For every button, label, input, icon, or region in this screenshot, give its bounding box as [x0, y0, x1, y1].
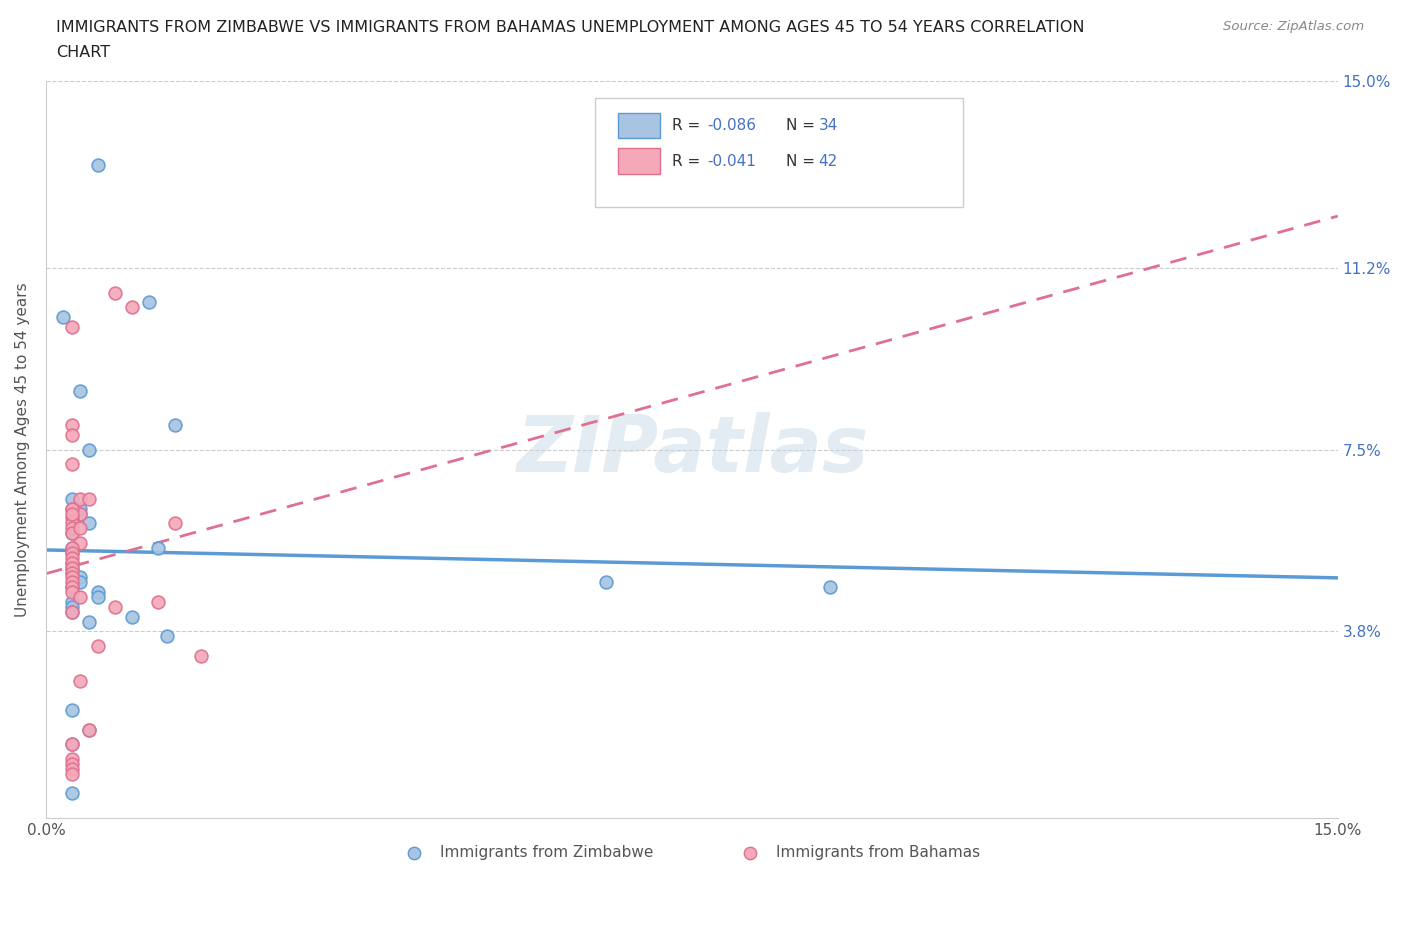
Point	[60, 545, 83, 560]
Point	[60, 702, 83, 717]
Point	[60, 751, 83, 766]
Text: 42: 42	[818, 153, 838, 168]
Point	[69, 590, 91, 604]
Point	[60, 491, 83, 506]
Point	[60, 565, 83, 580]
Text: CHART: CHART	[56, 45, 110, 60]
Point	[60, 516, 83, 531]
Point	[60, 506, 83, 521]
Point	[155, 629, 177, 644]
Point	[818, 579, 841, 594]
Point	[121, 609, 143, 624]
Text: 34: 34	[818, 118, 838, 133]
Point	[60, 737, 83, 751]
Point	[60, 762, 83, 777]
Point	[104, 286, 127, 300]
Point	[69, 536, 91, 551]
Point	[60, 320, 83, 335]
Point	[60, 545, 83, 560]
Point	[69, 521, 91, 536]
Point	[69, 570, 91, 585]
Point	[60, 604, 83, 619]
Text: Immigrants from Zimbabwe: Immigrants from Zimbabwe	[440, 845, 654, 860]
FancyBboxPatch shape	[595, 98, 963, 206]
Point	[77, 516, 100, 531]
Point	[121, 299, 143, 314]
Point	[146, 540, 169, 555]
Point	[165, 516, 187, 531]
Point	[60, 575, 83, 590]
Text: ZIPatlas: ZIPatlas	[516, 412, 868, 487]
Point	[60, 560, 83, 575]
Y-axis label: Unemployment Among Ages 45 to 54 years: Unemployment Among Ages 45 to 54 years	[15, 283, 30, 618]
Point	[60, 512, 83, 526]
Point	[69, 491, 91, 506]
Point	[60, 565, 83, 580]
Text: IMMIGRANTS FROM ZIMBABWE VS IMMIGRANTS FROM BAHAMAS UNEMPLOYMENT AMONG AGES 45 T: IMMIGRANTS FROM ZIMBABWE VS IMMIGRANTS F…	[56, 20, 1085, 35]
Point	[86, 590, 108, 604]
FancyBboxPatch shape	[619, 113, 659, 139]
Point	[60, 604, 83, 619]
Point	[69, 575, 91, 590]
Text: N =: N =	[786, 118, 820, 133]
Point	[52, 310, 75, 325]
Point	[60, 737, 83, 751]
Point	[146, 594, 169, 609]
Point	[60, 579, 83, 594]
Text: -0.041: -0.041	[707, 153, 756, 168]
Point	[60, 600, 83, 615]
Point	[60, 579, 83, 594]
Point	[60, 594, 83, 609]
Point	[60, 525, 83, 540]
Point	[60, 757, 83, 772]
Point	[69, 506, 91, 521]
Text: -0.086: -0.086	[707, 118, 756, 133]
Point	[60, 551, 83, 565]
Point	[77, 491, 100, 506]
Point	[69, 673, 91, 688]
Text: Immigrants from Bahamas: Immigrants from Bahamas	[776, 845, 980, 860]
Point	[77, 443, 100, 458]
FancyBboxPatch shape	[619, 149, 659, 174]
Point	[60, 570, 83, 585]
Point	[60, 418, 83, 432]
Point	[69, 383, 91, 398]
Point	[104, 600, 127, 615]
Point	[69, 506, 91, 521]
Point	[77, 723, 100, 737]
Point	[69, 501, 91, 516]
Point	[60, 555, 83, 570]
Point	[86, 585, 108, 600]
Point	[60, 555, 83, 570]
Point	[77, 614, 100, 629]
Point	[138, 295, 160, 310]
Point	[60, 521, 83, 536]
Text: Source: ZipAtlas.com: Source: ZipAtlas.com	[1223, 20, 1364, 33]
Text: N =: N =	[786, 153, 820, 168]
Point	[60, 540, 83, 555]
Point	[77, 723, 100, 737]
Point	[165, 418, 187, 432]
Text: R =: R =	[672, 153, 706, 168]
Point	[60, 501, 83, 516]
Point	[86, 157, 108, 172]
Point	[60, 457, 83, 472]
Point	[190, 648, 212, 663]
Point	[60, 560, 83, 575]
Point	[60, 585, 83, 600]
Point	[60, 428, 83, 443]
Point	[86, 639, 108, 654]
Point	[595, 575, 617, 590]
Point	[60, 766, 83, 781]
Text: R =: R =	[672, 118, 706, 133]
Point	[60, 501, 83, 516]
Point	[60, 786, 83, 801]
Point	[60, 540, 83, 555]
Point	[60, 525, 83, 540]
